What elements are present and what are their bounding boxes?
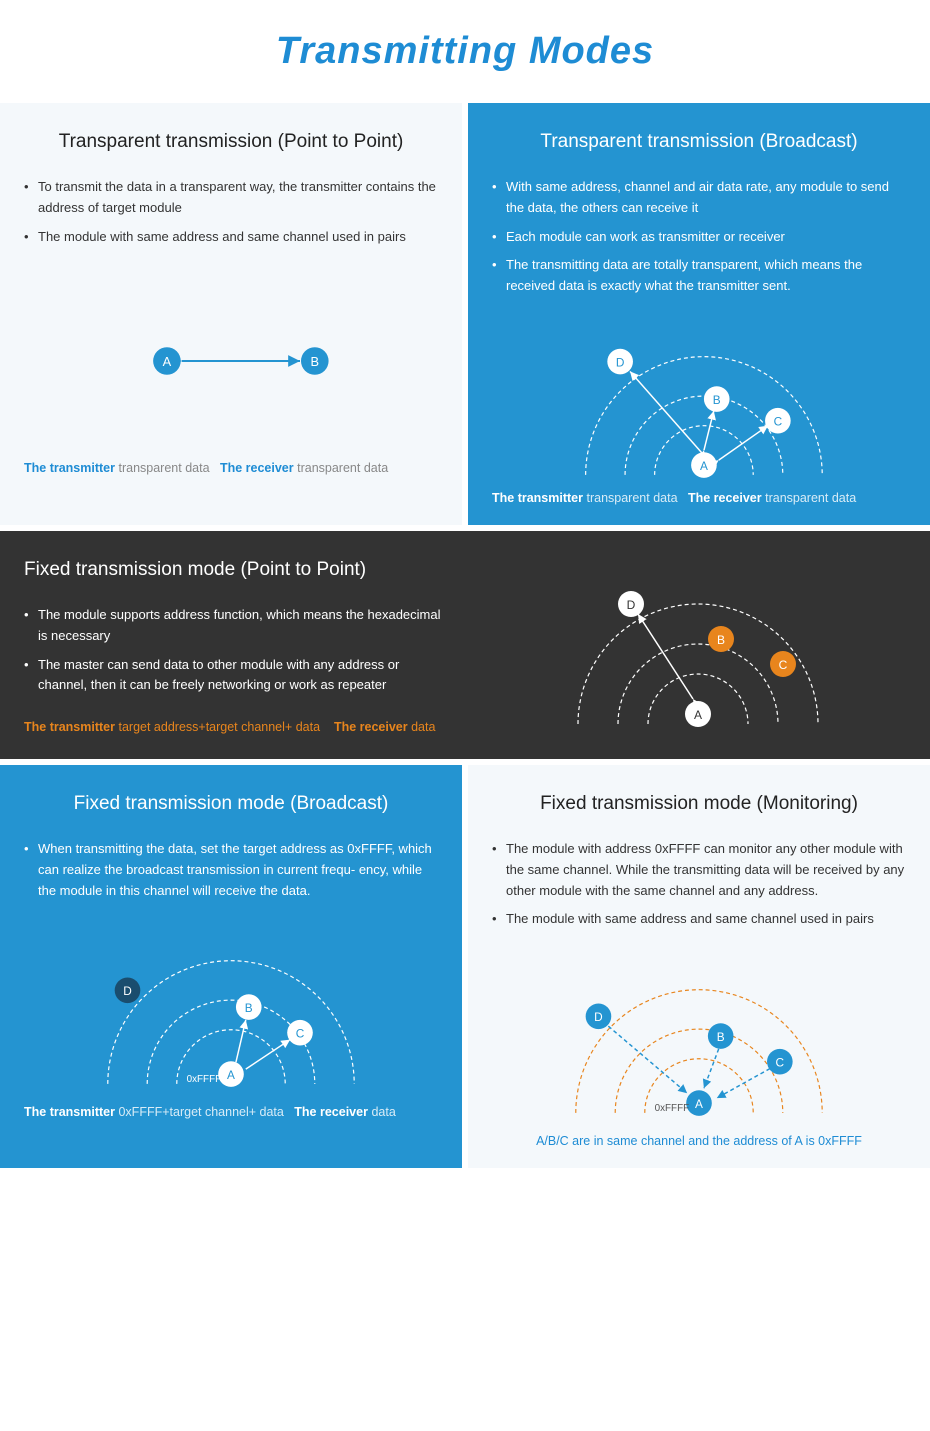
card-bcast: Transparent transmission (Broadcast) Wit… xyxy=(468,103,930,525)
svg-text:B: B xyxy=(713,393,721,407)
svg-text:B: B xyxy=(245,1001,253,1015)
fixed-bcast-footer: The transmitter 0xFFFF+target channel+ d… xyxy=(24,1105,438,1119)
svg-text:A: A xyxy=(227,1068,235,1082)
bullet: To transmit the data in a transparent wa… xyxy=(24,173,438,223)
bullet: The module with same address and same ch… xyxy=(24,223,438,252)
row-2: Fixed transmission mode (Point to Point)… xyxy=(0,531,930,759)
svg-text:0xFFFF: 0xFFFF xyxy=(655,1103,689,1114)
fixed-bcast-diagram: A B C D 0xFFFF xyxy=(24,925,438,1095)
bullet: With same address, channel and air data … xyxy=(492,173,906,223)
svg-text:A: A xyxy=(700,459,708,473)
svg-text:D: D xyxy=(616,355,625,369)
row-1: Transparent transmission (Point to Point… xyxy=(0,103,930,525)
svg-text:0xFFFF: 0xFFFF xyxy=(187,1074,221,1085)
card-fixed-mon-title: Fixed transmission mode (Monitoring) xyxy=(492,793,906,815)
bullet: The module with address 0xFFFF can monit… xyxy=(492,835,906,905)
bullet: The master can send data to other module… xyxy=(24,651,450,701)
row-3: Fixed transmission mode (Broadcast) When… xyxy=(0,765,930,1168)
fixed-mon-note: A/B/C are in same channel and the addres… xyxy=(492,1134,906,1148)
svg-text:B: B xyxy=(717,1030,725,1044)
svg-text:A: A xyxy=(163,354,172,369)
fixed-mon-diagram: A B C D 0xFFFF xyxy=(492,954,906,1124)
card-fixed-mon: Fixed transmission mode (Monitoring) The… xyxy=(468,765,930,1168)
fixed-mon-bullets: The module with address 0xFFFF can monit… xyxy=(492,835,906,934)
card-bcast-title: Transparent transmission (Broadcast) xyxy=(492,131,906,153)
card-p2p-bullets: To transmit the data in a transparent wa… xyxy=(24,173,438,251)
svg-text:A: A xyxy=(695,1097,703,1111)
svg-text:D: D xyxy=(123,985,132,999)
fixed-p2p-bullets: The module supports address function, wh… xyxy=(24,601,450,700)
card-fixed-bcast: Fixed transmission mode (Broadcast) When… xyxy=(0,765,462,1168)
bullet: The module supports address function, wh… xyxy=(24,601,450,651)
card-fixed-p2p: Fixed transmission mode (Point to Point)… xyxy=(0,531,930,759)
svg-text:D: D xyxy=(594,1010,603,1024)
p2p-footer: The transmitter transparent data The rec… xyxy=(24,461,438,475)
card-p2p-title: Transparent transmission (Point to Point… xyxy=(24,131,438,153)
bullet: The transmitting data are totally transp… xyxy=(492,251,906,301)
svg-text:D: D xyxy=(627,598,636,612)
card-fixed-bcast-title: Fixed transmission mode (Broadcast) xyxy=(24,793,438,815)
p2p-diagram: A B xyxy=(24,271,438,451)
fixed-p2p-diagram: A B C D xyxy=(480,569,906,729)
bullet: The module with same address and same ch… xyxy=(492,905,906,934)
svg-text:C: C xyxy=(296,1027,305,1041)
svg-text:B: B xyxy=(311,354,320,369)
fixed-p2p-footer: The transmitter target address+target ch… xyxy=(24,720,450,734)
svg-text:C: C xyxy=(779,658,788,672)
svg-text:C: C xyxy=(776,1056,785,1070)
card-fixed-p2p-title: Fixed transmission mode (Point to Point) xyxy=(24,559,450,581)
card-bcast-bullets: With same address, channel and air data … xyxy=(492,173,906,301)
fixed-bcast-bullets: When transmitting the data, set the targ… xyxy=(24,835,438,905)
svg-text:B: B xyxy=(717,633,725,647)
bullet: Each module can work as transmitter or r… xyxy=(492,223,906,252)
bullet: When transmitting the data, set the targ… xyxy=(24,835,438,905)
card-p2p: Transparent transmission (Point to Point… xyxy=(0,103,462,525)
bcast-diagram: A B C D xyxy=(492,321,906,481)
svg-text:A: A xyxy=(694,708,702,722)
bcast-footer: The transmitter transparent data The rec… xyxy=(492,491,906,505)
svg-text:C: C xyxy=(774,415,783,429)
main-title: Transmitting Modes xyxy=(0,0,930,103)
